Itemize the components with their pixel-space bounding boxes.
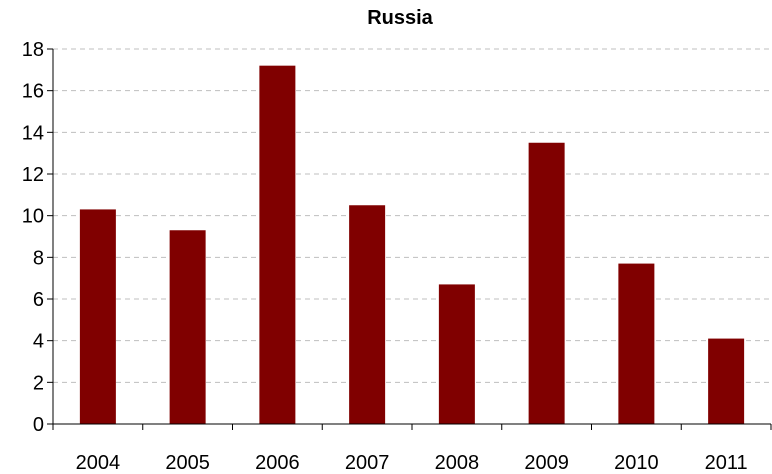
bar-2009 xyxy=(528,142,565,424)
bar-2011 xyxy=(708,338,745,424)
bar-2010 xyxy=(618,263,655,424)
y-tick-labels: 0 2 4 6 8 10 12 14 16 18 xyxy=(22,39,44,436)
x-tick-label-2006: 2006 xyxy=(255,452,300,474)
x-tick-label-2007: 2007 xyxy=(345,452,390,474)
y-tick-label-8: 8 xyxy=(33,247,44,269)
bar-2008 xyxy=(438,284,475,424)
bar-2007 xyxy=(349,205,386,424)
y-tick-label-4: 4 xyxy=(33,331,44,353)
y-tick-label-12: 12 xyxy=(22,164,44,186)
x-tick-label-2004: 2004 xyxy=(76,452,121,474)
bar-2005 xyxy=(169,230,206,424)
x-tick-labels: 2004 2005 2006 2007 2008 2009 2010 2011 xyxy=(76,452,748,474)
gridlines xyxy=(53,48,771,383)
y-tick-label-6: 6 xyxy=(33,289,44,311)
y-tick-label-0: 0 xyxy=(33,414,44,436)
bar-2004 xyxy=(79,209,116,424)
x-tick-label-2011: 2011 xyxy=(705,452,748,474)
y-tick-label-14: 14 xyxy=(22,122,44,144)
bars xyxy=(79,65,745,425)
y-tick-label-2: 2 xyxy=(33,372,44,394)
y-tick-label-16: 16 xyxy=(22,81,44,103)
y-tick-label-18: 18 xyxy=(22,39,44,61)
bar-2006 xyxy=(259,65,296,425)
axes xyxy=(47,48,772,430)
y-tick-label-10: 10 xyxy=(22,206,44,228)
chart-title: Russia xyxy=(367,7,433,29)
x-tick-label-2008: 2008 xyxy=(435,452,480,474)
x-tick-label-2009: 2009 xyxy=(524,452,569,474)
x-tick-label-2010: 2010 xyxy=(614,452,659,474)
x-tick-label-2005: 2005 xyxy=(165,452,210,474)
